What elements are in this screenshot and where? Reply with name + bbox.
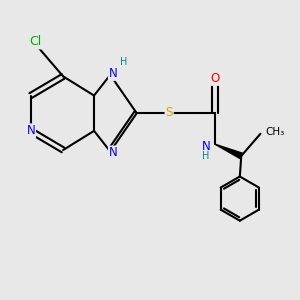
- Polygon shape: [215, 144, 242, 159]
- Text: Cl: Cl: [29, 35, 41, 48]
- Text: N: N: [26, 124, 35, 137]
- Text: CH₃: CH₃: [266, 127, 285, 137]
- Text: N: N: [202, 140, 210, 153]
- Text: O: O: [210, 72, 219, 85]
- Text: S: S: [166, 106, 173, 119]
- Text: N: N: [109, 146, 118, 159]
- Text: H: H: [202, 152, 210, 161]
- Text: N: N: [109, 67, 118, 80]
- Text: H: H: [120, 57, 127, 67]
